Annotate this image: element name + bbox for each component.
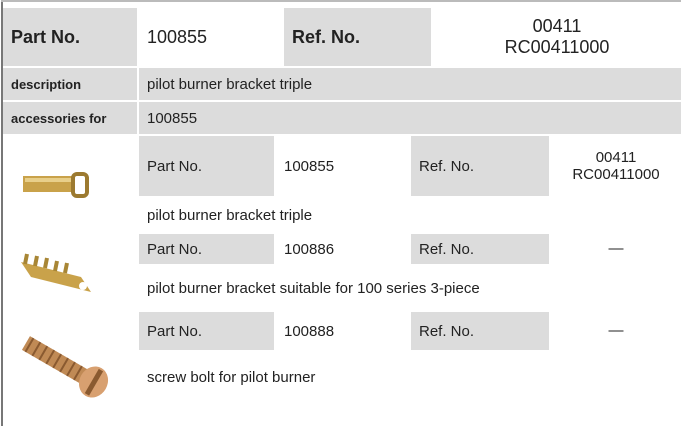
ref-no-line: — [608,240,624,258]
part-no-label: Part No. [3,8,137,66]
ref-no-label: Ref. No. [284,8,431,66]
part-no-label: Part No. [139,136,274,196]
description: pilot burner bracket triple [139,68,681,100]
part-no-label: Part No. [139,234,274,264]
left-border [1,0,3,426]
part-no: 100888 [276,312,409,350]
accessories-value: 100855 [139,102,681,134]
item-image [3,234,137,310]
screw-icon [21,336,109,398]
description-label: description [3,68,137,100]
ref-no-line: 00411 [532,16,582,37]
part-no: 100886 [276,234,409,264]
item-description: screw bolt for pilot burner [139,352,681,402]
accessories-label: accessories for [3,102,137,134]
top-border [1,0,681,2]
bracket-icon [23,172,89,198]
ref-no: — [551,234,681,264]
part-no-label: Part No. [139,312,274,350]
part-no: 100855 [139,8,282,66]
ref-no: 00411 RC00411000 [551,136,681,196]
ref-no-line: — [608,322,624,340]
part-no: 100855 [276,136,409,196]
bracket-icon [21,253,91,292]
item-image [3,312,137,426]
item-image [3,136,137,232]
ref-no: — [551,312,681,350]
ref-no-label: Ref. No. [411,312,549,350]
ref-no-line: RC00411000 [504,37,610,57]
ref-no-line: 00411 [595,148,637,166]
ref-no-line: RC00411000 [572,166,660,183]
item-description: pilot burner bracket triple [139,198,681,232]
ref-no: 00411 RC00411000 [433,8,681,66]
ref-no-label: Ref. No. [411,136,549,196]
ref-no-label: Ref. No. [411,234,549,264]
item-description: pilot burner bracket suitable for 100 se… [139,266,681,310]
